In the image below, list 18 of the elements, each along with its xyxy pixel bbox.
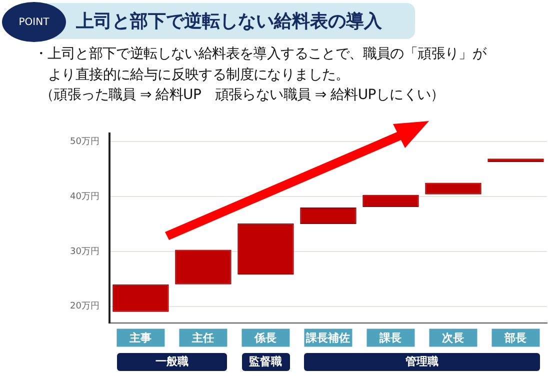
x-tick-label: 主任 (191, 331, 214, 344)
text: 監督職 (242, 352, 290, 371)
text: POINT (2, 2, 66, 42)
text: 一般職 (116, 352, 228, 371)
y-tick-label: 20万円 (70, 302, 100, 312)
x-tick-label: 次長 (442, 331, 464, 344)
y-tick-label: 40万円 (70, 192, 100, 202)
text: （頑張った職員 ⇒ 給料UP 頑張らない職員 ⇒ 給料UPしにくい） (40, 86, 444, 104)
y-tick-label: 50万円 (70, 136, 100, 147)
x-tick-label: 係長 (254, 331, 277, 344)
y-tick-label: 30万円 (70, 246, 100, 257)
x-tick-label: 部長 (504, 331, 527, 344)
x-tick-label: 課長 (378, 331, 402, 344)
text: 管理職 (304, 352, 540, 371)
chart-title: 上司と部下で逆転しない給料表の導入 (76, 10, 382, 33)
x-tick-label: 課長補佐 (305, 331, 350, 344)
chart-subtitle: ・上司と部下で逆転しない給料表を導入することで、職員の「頑張り」がより直接的に給与に反映する制度になりました。 (34, 45, 488, 85)
x-tick-label: 主事 (128, 331, 152, 344)
